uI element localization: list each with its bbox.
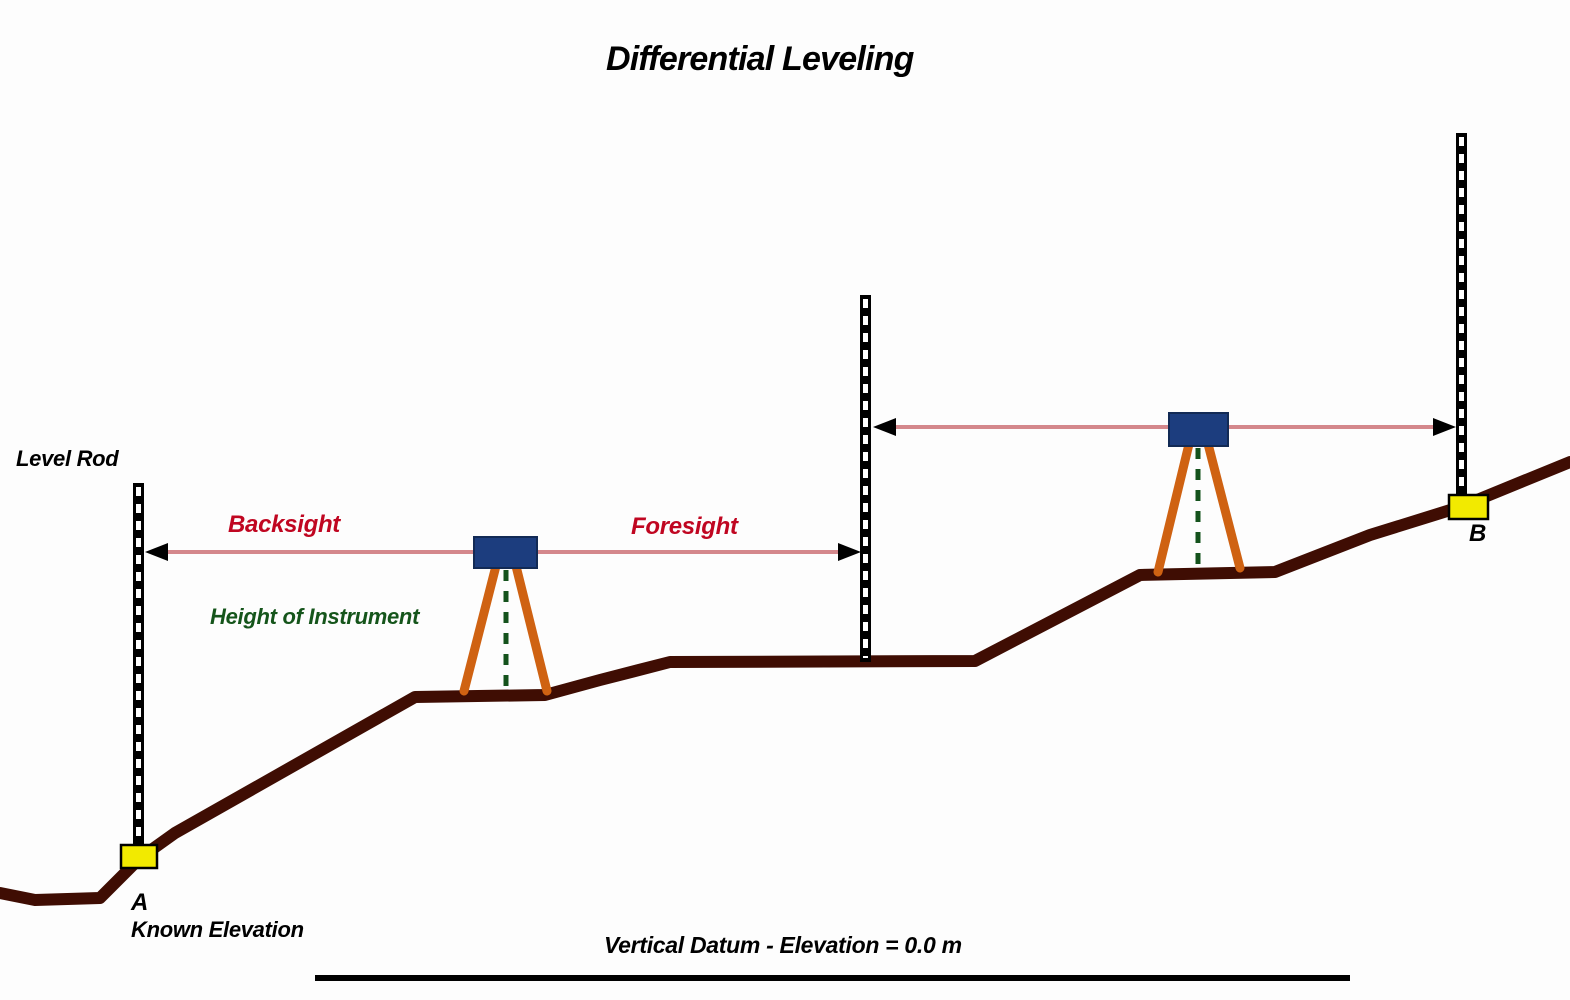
level-rod-a [133,483,144,853]
vertical-datum-label: Vertical Datum - Elevation = 0.0 m [604,932,962,958]
foresight-2-arrowhead-icon [1433,418,1456,436]
backsight-2-arrowhead-icon [873,418,896,436]
instrument-2-left-leg [1153,435,1195,577]
benchmark-b-marker [1447,493,1490,521]
known-elevation-label: Known Elevation [131,917,304,942]
level-instrument-2 [1153,412,1245,577]
height-of-instrument-label: Height of Instrument [210,604,420,629]
terrain-profile [0,456,1570,906]
backsight-arrowhead-icon [145,543,168,561]
point-a-label: A [131,889,149,916]
level-rod-b [1456,133,1467,501]
instrument-1-left-leg [459,557,502,696]
level-rod-label: Level Rod [16,446,119,471]
level-rod-b-body [1456,133,1467,501]
level-rod-a-body [133,483,144,853]
foresight-arrowhead-icon [838,543,861,561]
foresight-label: Foresight [631,513,738,540]
instrument-2-right-leg [1202,435,1245,573]
instrument-2-body [1168,412,1229,447]
level-rod-tp-body [860,295,871,662]
benchmark-a-marker [119,843,159,870]
diagram-title: Differential Leveling [606,40,914,78]
backsight-label: Backsight [228,511,341,538]
level-instrument-1 [459,536,552,696]
instrument-1-right-leg [510,557,552,696]
point-b-label: B [1469,520,1487,547]
instrument-1-body [473,536,538,569]
sight-line-upper [873,418,1456,436]
level-rod-turning-point [860,295,871,662]
